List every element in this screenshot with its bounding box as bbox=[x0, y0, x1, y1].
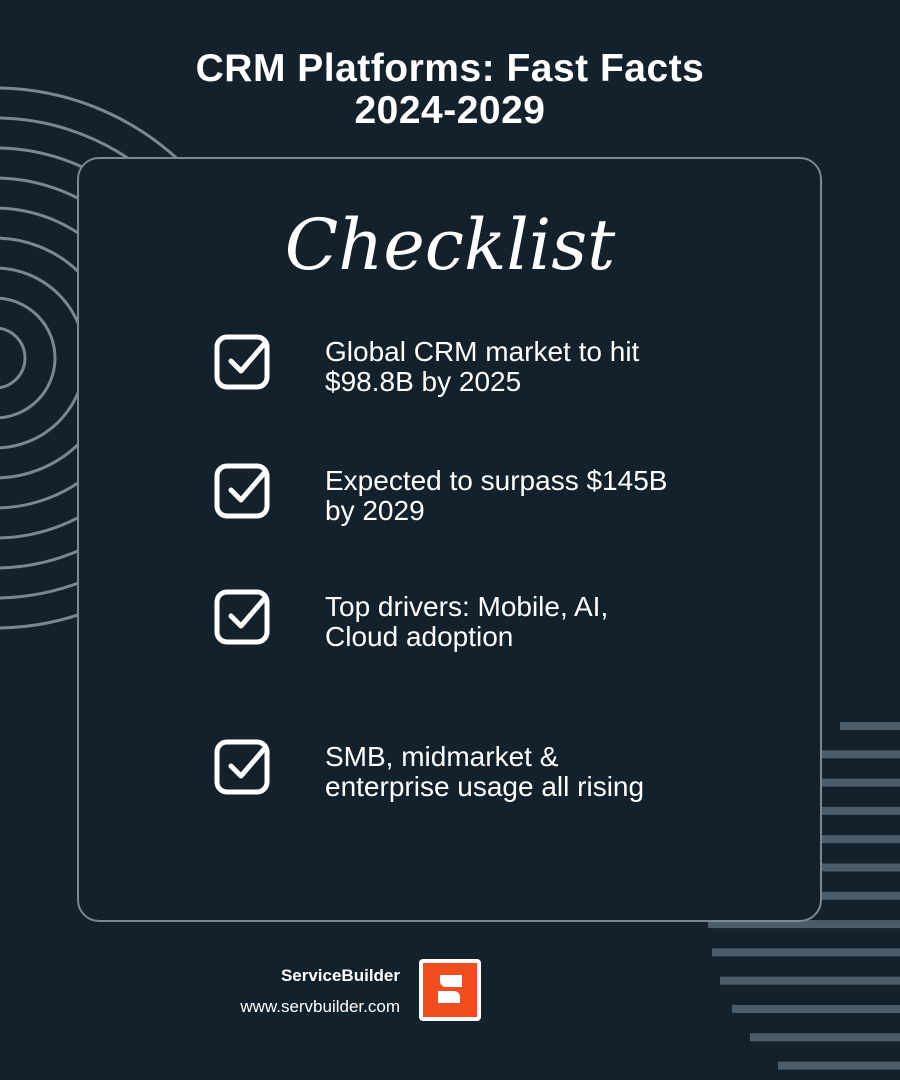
checklist-item: Global CRM market to hit $98.8B by 2025 bbox=[213, 334, 745, 397]
stripe bbox=[800, 835, 900, 844]
arc-line bbox=[0, 296, 57, 420]
stripe bbox=[800, 806, 900, 815]
stripe bbox=[778, 1061, 900, 1070]
stripe bbox=[720, 976, 900, 985]
checklist-heading: Checklist bbox=[284, 204, 616, 286]
checkbox-checked-icon bbox=[214, 739, 270, 795]
checklist-item: Expected to surpass $145B by 2029 bbox=[213, 463, 745, 526]
checklist-item: Top drivers: Mobile, AI, Cloud adoption bbox=[213, 589, 745, 652]
stripe bbox=[800, 750, 900, 759]
stripe bbox=[800, 891, 900, 900]
servicebuilder-logo bbox=[419, 959, 481, 1021]
brand-name: ServiceBuilder bbox=[280, 966, 400, 985]
checklist-item: SMB, midmarket & enterprise usage all ris… bbox=[213, 739, 745, 802]
stripe bbox=[800, 863, 900, 872]
checkbox-checked-icon bbox=[214, 334, 270, 390]
stripe bbox=[732, 1005, 900, 1013]
stripe bbox=[840, 722, 900, 730]
arc-line bbox=[0, 266, 87, 450]
checklist-card bbox=[77, 157, 822, 922]
stripe bbox=[708, 920, 900, 929]
page-title: CRM Platforms: Fast Facts 2024-2029 bbox=[195, 47, 705, 132]
stripe bbox=[712, 948, 900, 957]
brand-url[interactable]: www.servbuilder.com bbox=[240, 997, 400, 1016]
stripe bbox=[750, 1033, 900, 1042]
checkbox-checked-icon bbox=[214, 463, 270, 519]
stripe bbox=[800, 778, 900, 787]
striped-pattern bbox=[708, 722, 900, 1070]
brand-block: ServiceBuilder www.servbuilder.com bbox=[240, 965, 400, 1018]
checkbox-checked-icon bbox=[214, 589, 270, 645]
arc-line bbox=[0, 326, 27, 390]
